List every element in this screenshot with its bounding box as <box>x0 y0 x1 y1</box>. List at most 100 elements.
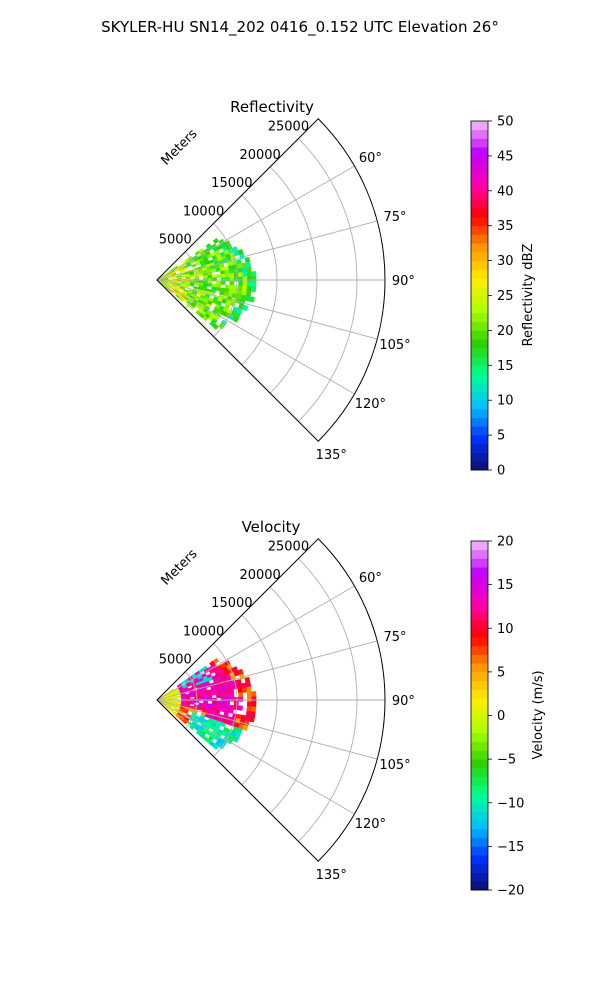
colorbar-segment <box>471 435 488 445</box>
colorbar-tick-label: −10 <box>497 796 524 811</box>
colorbar-segment <box>471 872 488 882</box>
velocity-title: Velocity <box>242 518 301 536</box>
colorbar-segment <box>471 855 488 865</box>
radial-tick-label: 5000 <box>159 653 192 668</box>
colorbar-segment <box>471 680 488 690</box>
colorbar-segment <box>471 593 488 603</box>
colorbar-segment <box>471 541 488 551</box>
colorbar-segment <box>471 391 488 401</box>
velocity-colorbar: −20 −15 −10 −5 0 5 10 15 20 <box>470 535 524 899</box>
azimuth-gridline <box>156 699 355 815</box>
colorbar-segment <box>471 863 488 873</box>
velocity-sector: 5000 10000 15000 20000 25000 60° 75° 90° 105° 120… <box>156 538 415 883</box>
colorbar-segment <box>471 190 488 200</box>
colorbar-segment <box>471 750 488 760</box>
radial-tick-label: 20000 <box>239 148 280 163</box>
azimuth-tick-label: 135° <box>316 448 347 463</box>
colorbar-segment <box>471 461 488 471</box>
radial-tick-label: 25000 <box>268 540 309 555</box>
colorbar-segment <box>471 706 488 716</box>
colorbar-segment <box>471 121 488 131</box>
colorbar-segment <box>471 689 488 699</box>
azimuth-tick-label: 135° <box>316 868 347 883</box>
velocity-range-label: Meters <box>159 546 201 588</box>
colorbar-segment <box>471 382 488 392</box>
colorbar-segment <box>471 584 488 594</box>
colorbar-segment <box>471 173 488 183</box>
reflectivity-field <box>158 237 257 330</box>
colorbar-segment <box>471 374 488 384</box>
azimuth-gridline <box>156 220 378 281</box>
colorbar-segment <box>471 452 488 462</box>
colorbar-segment <box>471 278 488 288</box>
reflectivity-colorbar-label: Reflectivity dBZ <box>521 244 536 347</box>
colorbar-tick-label: 25 <box>497 289 514 304</box>
colorbar-tick-label: 0 <box>497 709 505 724</box>
colorbar-tick-label: −20 <box>497 884 524 899</box>
reflectivity-panel: Reflectivity Meters 5000 10000 15000 20000 2… <box>156 98 536 479</box>
colorbar-tick-label: 10 <box>497 622 514 637</box>
reflectivity-sector: 5000 10000 15000 20000 25000 60° 75° 90° 105° 120… <box>156 118 415 463</box>
azimuth-gridline <box>156 279 378 340</box>
reflectivity-range-label: Meters <box>159 126 201 168</box>
colorbar-tick-label: 35 <box>497 219 514 234</box>
colorbar-tick-label: 45 <box>497 149 514 164</box>
colorbar-tick-label: −15 <box>497 840 524 855</box>
colorbar-segment <box>471 356 488 366</box>
colorbar-segment <box>471 663 488 673</box>
colorbar-tick-label: 40 <box>497 184 514 199</box>
colorbar-segment <box>471 628 488 638</box>
colorbar-segment <box>471 820 488 830</box>
radial-tick-label: 5000 <box>159 233 192 248</box>
colorbar-segment <box>471 828 488 839</box>
colorbar-segment <box>471 199 488 209</box>
colorbar-segment <box>471 767 488 777</box>
colorbar-segment <box>471 837 488 847</box>
colorbar-tick-label: 20 <box>497 535 514 550</box>
radial-tick-label: 15000 <box>211 176 252 191</box>
colorbar-segment <box>471 575 488 586</box>
colorbar-tick-label: −5 <box>497 753 516 768</box>
colorbar-segment <box>471 846 488 856</box>
colorbar-segment <box>471 417 488 427</box>
azimuth-gridline <box>156 279 355 395</box>
colorbar-segment <box>471 426 488 436</box>
colorbar-tick-label: 15 <box>497 359 514 374</box>
colorbar-segment <box>471 260 488 270</box>
radial-tick-label: 25000 <box>268 120 309 135</box>
colorbar-segment <box>471 182 488 192</box>
colorbar-segment <box>471 330 488 340</box>
azimuth-gridline <box>156 165 355 281</box>
colorbar-segment <box>471 129 488 139</box>
colorbar-segment <box>471 645 488 655</box>
azimuth-tick-label: 90° <box>392 274 415 289</box>
colorbar-tick-label: 15 <box>497 578 514 593</box>
azimuth-gridline <box>156 699 378 760</box>
azimuth-gridline <box>156 640 378 701</box>
colorbar-segment <box>471 339 488 349</box>
radial-tick-label: 15000 <box>211 596 252 611</box>
colorbar-segment <box>471 251 488 261</box>
colorbar-segment <box>471 443 488 453</box>
radial-tick-label: 20000 <box>239 568 280 583</box>
azimuth-gridline <box>156 585 355 701</box>
colorbar-tick-label: 30 <box>497 254 514 269</box>
colorbar-segment <box>471 602 488 612</box>
azimuth-tick-label: 60° <box>359 151 382 166</box>
colorbar-segment <box>471 243 488 253</box>
colorbar-segment <box>471 881 488 891</box>
colorbar-segment <box>471 225 488 235</box>
colorbar-segment <box>471 759 488 769</box>
sector-frame <box>156 118 386 442</box>
velocity-panel: Velocity Meters 5000 10000 15000 20000 25000… <box>156 518 546 899</box>
colorbar-segment <box>471 304 488 314</box>
colorbar-segment <box>471 208 488 218</box>
colorbar-segment <box>471 811 488 821</box>
colorbar-segment <box>471 567 488 577</box>
colorbar-segment <box>471 671 488 681</box>
colorbar-segment <box>471 558 488 568</box>
colorbar-segment <box>471 619 488 629</box>
azimuth-tick-label: 105° <box>379 338 410 353</box>
colorbar-segment <box>471 741 488 751</box>
